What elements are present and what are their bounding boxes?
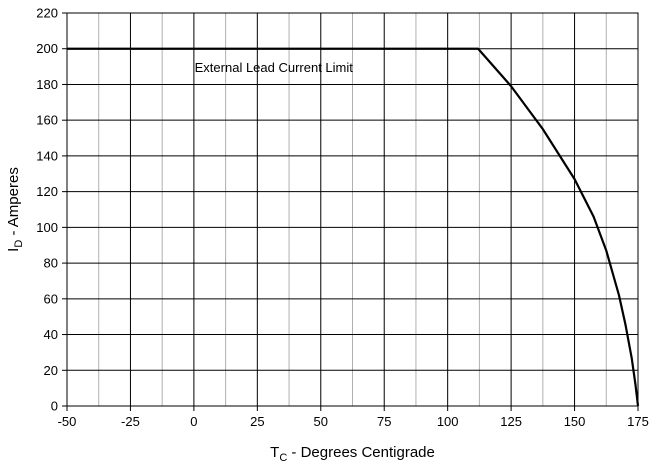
plot-area <box>66 12 639 407</box>
x-tick-label: -25 <box>121 414 140 429</box>
x-axis-title-subscript: C <box>279 452 287 464</box>
x-axis-title-rest: - Degrees Centigrade <box>287 444 435 461</box>
x-tick-label: 125 <box>500 414 522 429</box>
x-tick-label: 0 <box>190 414 197 429</box>
x-tick-label: -50 <box>58 414 77 429</box>
x-tick-label: 25 <box>250 414 264 429</box>
series-line <box>67 47 640 407</box>
y-axis-title-rest: - Amperes <box>5 167 22 240</box>
y-tick-label: 180 <box>36 77 58 92</box>
annotation-external-lead-current-limit: External Lead Current Limit <box>195 60 354 75</box>
y-tick-label: 80 <box>44 256 58 271</box>
x-axis-title: TC - Degrees Centigrade <box>270 444 435 464</box>
y-axis-title: ID - Amperes <box>5 167 25 252</box>
x-tick-label: 50 <box>314 414 328 429</box>
x-axis-title-main: T <box>270 444 279 461</box>
y-tick-label: 200 <box>36 41 58 56</box>
y-axis-title-subscript: D <box>13 240 25 248</box>
y-tick-label: 40 <box>44 327 58 342</box>
y-tick-label: 100 <box>36 220 58 235</box>
y-tick-label: 120 <box>36 184 58 199</box>
series-layer <box>67 47 640 407</box>
y-axis-title-main: I <box>5 248 22 252</box>
y-tick-label: 60 <box>44 291 58 306</box>
y-tick-label: 160 <box>36 113 58 128</box>
y-tick-label: 140 <box>36 148 58 163</box>
x-tick-label: 100 <box>437 414 459 429</box>
x-tick-label: 150 <box>564 414 586 429</box>
x-tick-label: 175 <box>627 414 649 429</box>
y-tick-label: 0 <box>51 399 58 414</box>
grid <box>67 13 638 406</box>
y-tick-label: 20 <box>44 363 58 378</box>
y-tick-label: 220 <box>36 6 58 21</box>
x-tick-label: 75 <box>377 414 391 429</box>
y-axis-ticks: 0 20 40 60 80 100 120 140 160 180 200 220 <box>36 6 67 414</box>
x-axis-ticks: -50 -25 0 25 50 75 100 125 150 175 <box>58 406 649 429</box>
